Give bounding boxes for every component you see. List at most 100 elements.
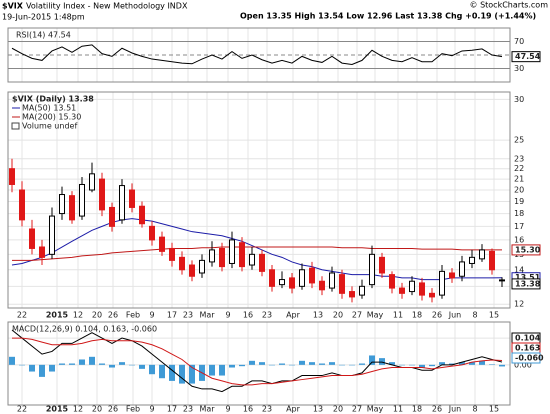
histogram-bar xyxy=(259,362,265,365)
candle-body xyxy=(159,236,165,252)
candle-body xyxy=(319,280,325,291)
x-tick-label: 16 xyxy=(243,405,253,414)
rsi-line xyxy=(11,44,503,65)
panel-legend: MACD(12,26,9) 0.104, 0.163, -0.060 xyxy=(12,325,157,334)
y-tick-label: 23 xyxy=(514,154,524,163)
histogram-bar xyxy=(419,364,425,368)
x-tick-label: 11 xyxy=(393,405,403,414)
histogram-bar xyxy=(449,363,455,365)
legend-swatch xyxy=(11,122,20,130)
legend-entry: MA(200) 15.30 xyxy=(22,113,81,122)
y-tick-label: 20 xyxy=(514,186,524,195)
candle-body xyxy=(189,264,195,277)
candle-body xyxy=(459,261,465,277)
histogram-bar xyxy=(109,364,115,368)
histogram-bar xyxy=(79,359,85,365)
candle-body xyxy=(59,194,65,215)
x-tick-label: 12 xyxy=(73,311,83,320)
value-tag-label: 0.104 xyxy=(515,334,541,343)
histogram-bar xyxy=(139,364,145,369)
x-tick-label: 9 xyxy=(225,405,230,414)
candle-body xyxy=(479,249,485,260)
x-tick-label: 12 xyxy=(73,405,83,414)
histogram-bar xyxy=(329,362,335,365)
x-tick-label: 9 xyxy=(225,311,230,320)
legend-entry: MA(50) 13.51 xyxy=(22,104,76,113)
x-tick-label: 8 xyxy=(472,405,477,414)
x-tick-label: Apr xyxy=(286,311,301,320)
candle-body xyxy=(489,250,495,271)
x-tick-label: Jun xyxy=(448,311,462,320)
symbol: $VIX xyxy=(2,2,24,11)
panel-frame xyxy=(7,27,511,83)
histogram-bar xyxy=(379,358,385,365)
value-tag xyxy=(511,352,541,364)
histogram-bar xyxy=(369,355,375,365)
candle-body xyxy=(69,195,75,221)
y-tick-label: 21 xyxy=(514,175,524,184)
x-tick-label: Mar xyxy=(199,311,215,320)
panel-legend: RSI(14) 47.54 xyxy=(16,31,71,40)
candle-body xyxy=(399,287,405,294)
candle-body xyxy=(109,206,115,227)
histogram-bar xyxy=(249,360,255,365)
y-tick-label: 12 xyxy=(514,300,524,309)
macd-line xyxy=(11,329,503,393)
histogram-bar xyxy=(299,360,305,365)
candle-body xyxy=(249,253,255,266)
candle-body xyxy=(419,282,425,296)
candle-body xyxy=(169,247,175,261)
histogram-bar xyxy=(29,364,35,372)
x-tick-label: 20 xyxy=(333,405,343,414)
histogram-bar xyxy=(129,364,135,366)
x-tick-label: 2015 xyxy=(46,311,69,320)
candle-body xyxy=(289,277,295,289)
candle-body xyxy=(219,247,225,268)
x-tick-label: 23 xyxy=(183,311,193,320)
candle-body xyxy=(179,256,185,271)
x-tick-label: 9 xyxy=(149,405,154,414)
x-tick-label: 26 xyxy=(108,405,118,414)
x-tick-label: Apr xyxy=(286,405,301,414)
x-tick-label: 20 xyxy=(92,405,102,414)
histogram-bar xyxy=(429,364,435,367)
x-tick-label: Mar xyxy=(199,405,215,414)
x-tick-label: 23 xyxy=(262,311,272,320)
value-tag-label: 15.30 xyxy=(515,245,541,254)
x-tick-label: 2015 xyxy=(46,405,69,414)
moving-average xyxy=(12,246,502,261)
candle-body xyxy=(429,292,435,298)
candle-body xyxy=(139,205,145,225)
candle-body xyxy=(449,272,455,279)
histogram-bar xyxy=(309,362,315,365)
histogram-bar xyxy=(39,364,45,377)
candle-body xyxy=(339,274,345,294)
candle-body xyxy=(209,249,215,263)
candle-body xyxy=(349,291,355,298)
value-tag xyxy=(511,278,541,290)
histogram-bar xyxy=(189,364,195,384)
value-tag xyxy=(511,244,541,256)
candle-body xyxy=(279,279,285,286)
histogram-bar xyxy=(229,364,235,368)
candle-body xyxy=(79,183,85,217)
candle-body xyxy=(199,259,205,274)
histogram-bar xyxy=(319,363,325,365)
x-tick-label: May xyxy=(367,405,384,414)
histogram-bar xyxy=(479,360,485,365)
histogram-bar xyxy=(209,364,215,376)
x-tick-label: 20 xyxy=(333,311,343,320)
histogram-bar xyxy=(19,364,25,366)
x-tick-label: 26 xyxy=(108,311,118,320)
panel-legend: $VIX (Daily) 13.38 xyxy=(12,95,94,104)
y-tick-label: 22 xyxy=(514,164,524,173)
histogram-bar xyxy=(339,364,345,366)
x-tick-label: Jun xyxy=(448,405,462,414)
macd-line xyxy=(12,337,503,386)
candle-body xyxy=(119,185,125,221)
histogram-bar xyxy=(49,364,55,372)
panel-frame xyxy=(7,321,511,406)
value-tag-label: 13.38 xyxy=(515,279,541,288)
histogram-bar xyxy=(169,364,175,381)
